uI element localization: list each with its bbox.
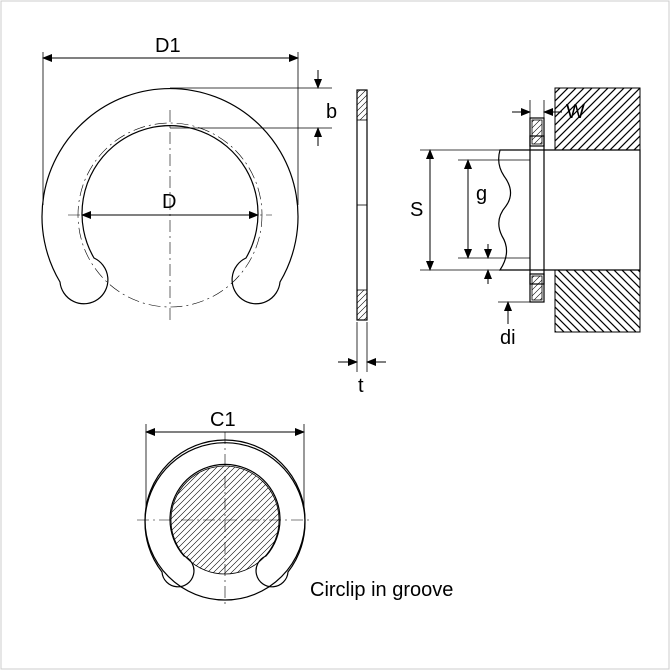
label-d1: D1 xyxy=(155,35,181,57)
side-view: t xyxy=(338,90,386,397)
label-di: di xyxy=(500,327,516,349)
label-w: W xyxy=(566,101,585,123)
label-b: b xyxy=(326,101,337,123)
label-t: t xyxy=(358,375,364,397)
bottom-view: C1 Circlip in groove xyxy=(137,409,453,608)
caption-circlip: Circlip in groove xyxy=(310,579,453,601)
front-view: D1 b D xyxy=(42,35,337,322)
label-g: g xyxy=(476,183,487,205)
label-s: S xyxy=(410,199,423,221)
label-c1: C1 xyxy=(210,409,236,431)
label-d: D xyxy=(162,191,176,213)
circlip-drawing: D1 b D t xyxy=(0,0,670,670)
section-view: S g W di xyxy=(410,88,640,349)
